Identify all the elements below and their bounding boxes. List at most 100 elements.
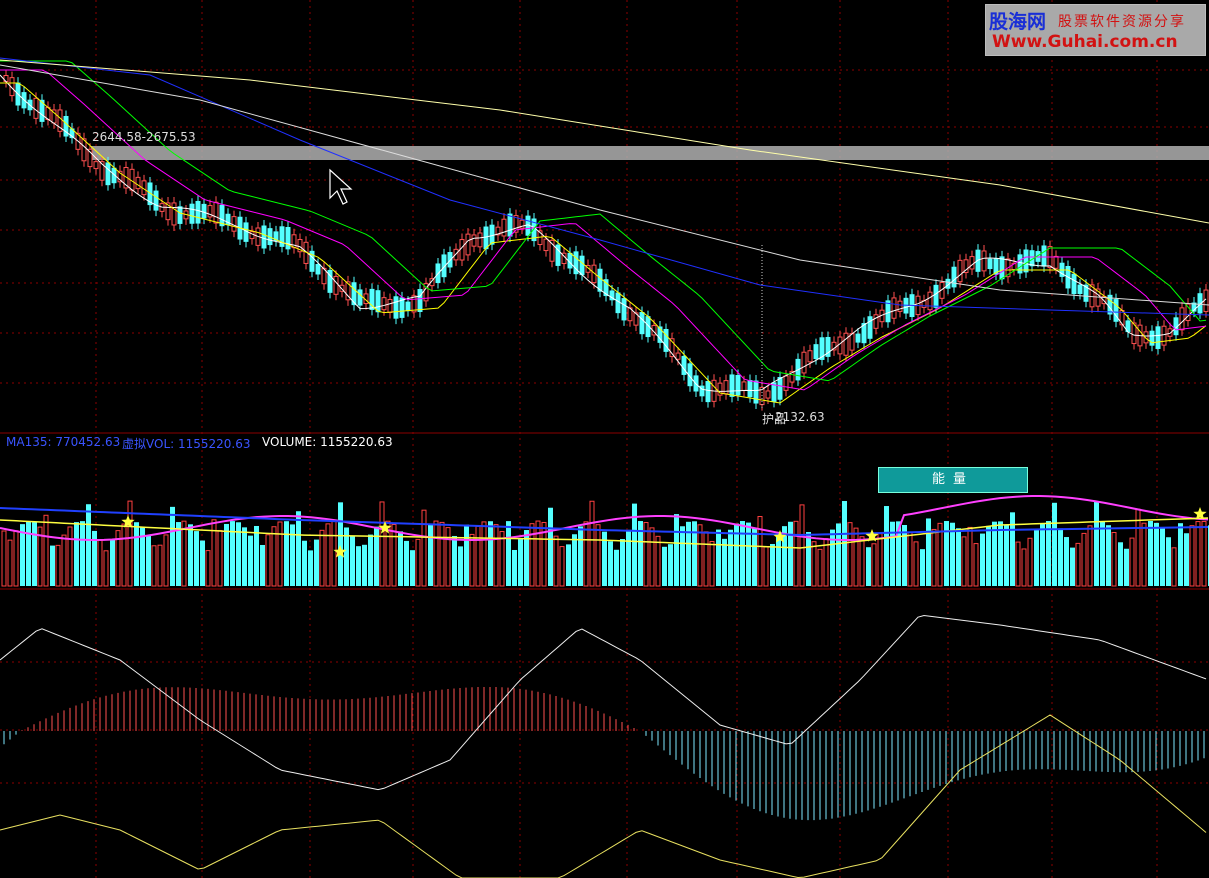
volume-bar: [728, 529, 733, 586]
volume-bar: [127, 500, 133, 587]
candle-body: [735, 374, 741, 396]
volume-bar: [512, 549, 517, 586]
volume-bar: [788, 521, 793, 586]
low-price-label: 2132.63: [775, 410, 825, 424]
candle-body: [153, 190, 159, 211]
volume-bar: [433, 520, 439, 587]
volume-bar: [368, 534, 373, 586]
candle-body: [549, 239, 555, 262]
candle-body: [81, 138, 87, 162]
volume-bar: [913, 541, 919, 587]
candle-body: [63, 115, 69, 137]
volume-bar: [26, 521, 31, 586]
candle-body: [669, 338, 675, 358]
candle-body: [573, 251, 579, 275]
candle-body: [807, 350, 813, 363]
volume-bar: [643, 522, 649, 587]
volume-bar: [890, 521, 895, 586]
star-icon: [1193, 507, 1207, 520]
energy-button[interactable]: 能量: [878, 467, 1028, 493]
volume-bar: [103, 550, 109, 587]
volume-bar: [1201, 520, 1207, 587]
candle-body: [747, 380, 753, 398]
volume-bar: [931, 528, 937, 587]
volume-bar: [1129, 537, 1135, 587]
volume-bar: [1094, 501, 1099, 586]
candle-body: [417, 289, 423, 313]
volume-bar: [709, 540, 715, 587]
candle-body: [801, 351, 807, 374]
volume-bar: [1015, 541, 1021, 587]
volume-bar: [902, 524, 907, 586]
watermark-site-name: 股海网: [989, 11, 1047, 33]
volume-bar: [986, 525, 991, 586]
candle-body: [1131, 322, 1137, 345]
candle-body: [789, 370, 795, 383]
candle-body: [507, 213, 513, 237]
macd-panel[interactable]: [0, 614, 1207, 878]
volume-bar: [566, 544, 571, 586]
volume-bar: [578, 526, 583, 586]
candle-body: [387, 298, 393, 313]
volume-bar: [217, 529, 223, 587]
candle-body: [813, 344, 819, 360]
candle-body: [987, 258, 993, 270]
candle-body: [309, 250, 315, 272]
star-icon: [333, 545, 347, 558]
volume-bar: [92, 530, 97, 586]
volume-bar: [541, 521, 547, 587]
volume-bar: [770, 543, 775, 586]
star-icon: [773, 530, 787, 543]
volume-bar: [1058, 528, 1063, 586]
overlay: [329, 168, 353, 205]
price-panel[interactable]: [0, 57, 1209, 411]
candle-body: [351, 282, 357, 306]
volume-bar: [1160, 528, 1165, 586]
volume-bar: [782, 526, 787, 586]
volume-bar: [254, 525, 259, 586]
candle-body: [783, 375, 789, 391]
candle-body: [1107, 294, 1113, 315]
volume-bar: [1021, 548, 1027, 587]
volume-bar: [626, 529, 631, 586]
volume-bar: [1195, 521, 1201, 587]
candle-body: [105, 162, 111, 186]
volume-bar: [362, 544, 367, 586]
candle-body: [951, 266, 957, 288]
volume-bar: [680, 526, 685, 586]
volume-bar: [734, 523, 739, 586]
volume-bar: [583, 521, 589, 587]
candle-body: [459, 239, 465, 261]
volume-bar: [1075, 542, 1081, 587]
candle-body: [633, 312, 639, 326]
candle-body: [207, 205, 213, 218]
candle-body: [597, 268, 603, 292]
candle-body: [1179, 307, 1185, 331]
ma120-line: [0, 59, 1209, 224]
candle-body: [471, 234, 477, 247]
candle-body: [1041, 245, 1047, 267]
candle-body: [621, 298, 627, 321]
volume-bar: [548, 507, 553, 586]
candle-body: [201, 203, 207, 219]
volume-panel[interactable]: [0, 495, 1209, 587]
volume-bar: [980, 533, 985, 586]
volume-bar: [757, 516, 763, 587]
candle-body: [675, 352, 681, 360]
candle-body: [963, 259, 969, 274]
volume-bar: [296, 511, 301, 586]
volume-bar: [811, 541, 817, 587]
volume-label: VOLUME: 1155220.63: [262, 435, 393, 449]
volume-bar: [655, 535, 661, 587]
volume-bar: [1141, 522, 1147, 587]
candle-body: [93, 161, 99, 170]
volume-bar: [271, 526, 277, 587]
candle-body: [333, 275, 339, 295]
candle-body: [1155, 326, 1161, 349]
star-icon: [378, 521, 392, 534]
volume-bar: [703, 531, 709, 587]
volume-bar: [1040, 523, 1045, 586]
candle-body: [213, 201, 219, 224]
